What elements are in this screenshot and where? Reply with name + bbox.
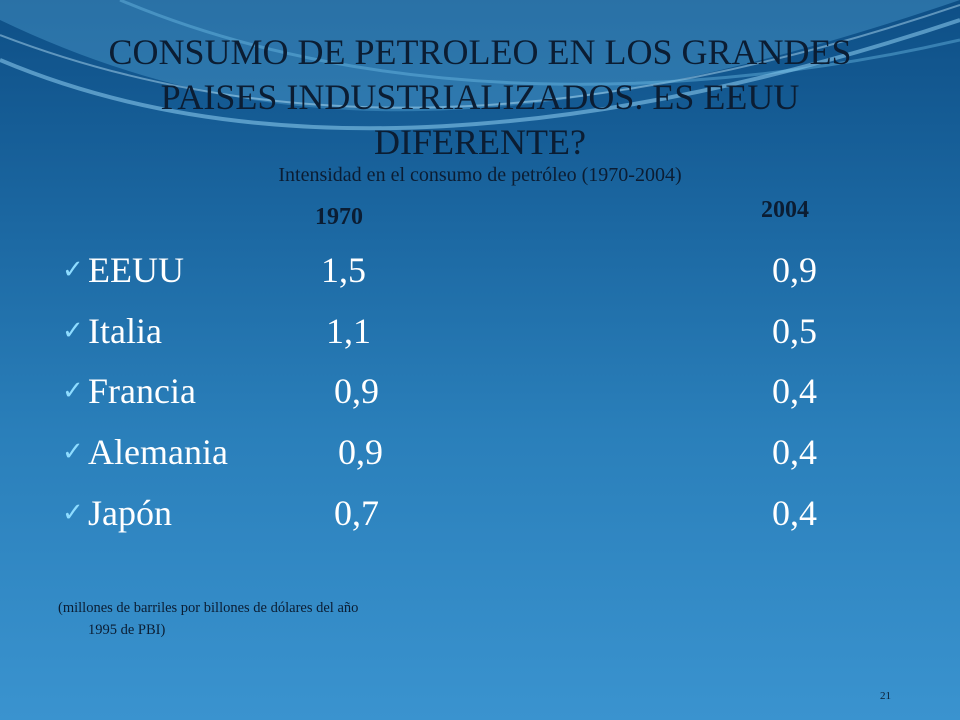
checkmark-icon: ✓ bbox=[62, 376, 84, 406]
value-1970: 0,7 bbox=[334, 493, 379, 533]
country-label: EEUU bbox=[88, 250, 184, 290]
value-2004: 0,4 bbox=[772, 432, 817, 472]
checkmark-icon: ✓ bbox=[62, 255, 84, 285]
value-1970: 0,9 bbox=[338, 432, 383, 472]
checkmark-icon: ✓ bbox=[62, 498, 84, 528]
page-number: 21 bbox=[880, 690, 891, 702]
footnote-line-1: (millones de barriles por billones de dó… bbox=[58, 600, 359, 616]
footnote: (millones de barriles por billones de dó… bbox=[58, 597, 478, 641]
slide-subtitle: Intensidad en el consumo de petróleo (19… bbox=[278, 164, 682, 186]
column-header-2004: 2004 bbox=[761, 197, 809, 223]
country-label: Italia bbox=[88, 311, 162, 351]
column-header-1970: 1970 bbox=[315, 204, 363, 230]
list-item-eeuu: ✓ EEUU 1,5 0,9 bbox=[62, 246, 902, 296]
value-2004: 0,9 bbox=[772, 250, 817, 290]
country-label: Francia bbox=[88, 371, 196, 411]
slide-title: CONSUMO DE PETROLEO EN LOS GRANDES PAISE… bbox=[108, 32, 852, 162]
list-item-japon: ✓ Japón 0,7 0,4 bbox=[62, 489, 902, 539]
checkmark-icon: ✓ bbox=[62, 437, 84, 467]
checkmark-icon: ✓ bbox=[62, 316, 84, 346]
list-item-francia: ✓ Francia 0,9 0,4 bbox=[62, 367, 902, 417]
list-item-italia: ✓ Italia 1,1 0,5 bbox=[62, 307, 902, 357]
country-label: Alemania bbox=[88, 432, 228, 472]
value-1970: 1,5 bbox=[321, 250, 366, 290]
value-2004: 0,4 bbox=[772, 493, 817, 533]
footnote-line-2: 1995 de PBI) bbox=[88, 622, 166, 638]
country-label: Japón bbox=[88, 493, 172, 533]
value-1970: 1,1 bbox=[326, 311, 371, 351]
value-2004: 0,5 bbox=[772, 311, 817, 351]
list-item-alemania: ✓ Alemania 0,9 0,4 bbox=[62, 428, 902, 478]
value-2004: 0,4 bbox=[772, 371, 817, 411]
value-1970: 0,9 bbox=[334, 371, 379, 411]
